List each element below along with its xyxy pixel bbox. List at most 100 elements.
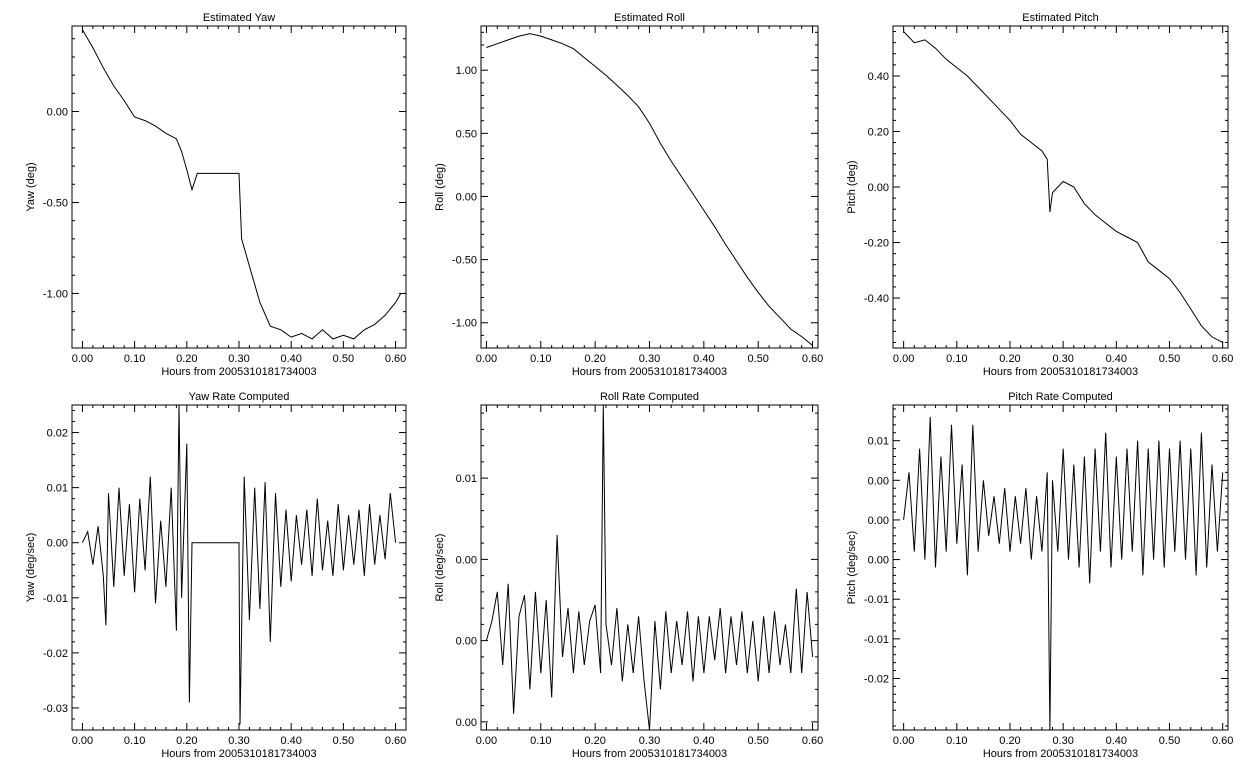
chart-panel-5: Roll Rate Computed Hours from 20053101817… (434, 391, 823, 760)
series-line (903, 31, 1223, 343)
y-tick-label: 0.00 (47, 538, 68, 550)
y-tick-label: -0.03 (43, 703, 68, 715)
x-tick-label: 0.30 (1052, 735, 1073, 747)
x-axis-label: Hours from 2005310181734003 (161, 366, 316, 378)
y-tick-label: 0.01 (456, 473, 477, 485)
series-line (81, 404, 397, 725)
x-tick-label: 0.20 (584, 735, 605, 747)
y-tick-label: -0.50 (452, 255, 477, 267)
x-tick-label: 0.30 (639, 735, 660, 747)
plot-frame (892, 25, 1229, 349)
y-tick-label: -0.01 (864, 634, 889, 646)
y-tick-label: -0.20 (864, 238, 889, 250)
chart-panel-6: Pitch Rate Computed Hours from 2005310181… (846, 391, 1233, 760)
y-axis-label: Pitch (deg/sec) (846, 531, 858, 604)
x-tick-label: 0.00 (72, 735, 93, 747)
chart-panel-1: Estimated Yaw Hours from 2005310181734003… (25, 12, 407, 378)
chart-title: Pitch Rate Computed (1008, 391, 1113, 403)
x-tick-label: 0.40 (1106, 353, 1127, 365)
y-tick-label: 0.40 (868, 71, 889, 83)
plot-frame (71, 25, 407, 349)
x-tick-label: 0.50 (1159, 735, 1180, 747)
y-tick-label: -0.50 (43, 197, 68, 209)
x-tick-label: 0.10 (124, 735, 145, 747)
x-tick-label: 0.10 (946, 735, 967, 747)
x-tick-label: 0.20 (999, 735, 1020, 747)
y-axis-label: Yaw (deg) (25, 162, 37, 211)
x-tick-label: 0.60 (1212, 353, 1233, 365)
y-tick-label: -0.02 (864, 673, 889, 685)
y-tick-label: 0.01 (47, 483, 68, 495)
x-tick-label: 0.20 (176, 353, 197, 365)
x-tick-label: 0.60 (1212, 735, 1233, 747)
y-tick-label: 0.00 (868, 515, 889, 527)
x-axis-label: Hours from 2005310181734003 (983, 748, 1138, 760)
y-tick-label: 0.01 (868, 436, 889, 448)
x-tick-label: 0.00 (893, 353, 914, 365)
y-tick-label: 0.00 (868, 182, 889, 194)
y-axis-label: Roll (deg/sec) (434, 534, 446, 602)
chart-title: Estimated Pitch (1022, 12, 1098, 24)
x-tick-label: 0.10 (530, 735, 551, 747)
x-tick-label: 0.40 (693, 353, 714, 365)
x-tick-label: 0.50 (747, 735, 768, 747)
plot-frame (480, 404, 819, 731)
x-tick-label: 0.60 (802, 735, 823, 747)
y-tick-label: 0.00 (456, 191, 477, 203)
x-tick-label: 0.20 (176, 735, 197, 747)
x-tick-label: 0.00 (476, 735, 497, 747)
y-tick-label: -0.01 (864, 594, 889, 606)
y-tick-label: -1.00 (43, 288, 68, 300)
y-tick-label: -1.00 (452, 318, 477, 330)
x-tick-label: 0.50 (333, 735, 354, 747)
y-tick-label: 0.00 (868, 555, 889, 567)
series-line (486, 33, 813, 346)
x-tick-label: 0.30 (228, 353, 249, 365)
chart-title: Yaw Rate Computed (189, 391, 290, 403)
x-axis-label: Hours from 2005310181734003 (161, 748, 316, 760)
y-tick-label: 0.02 (47, 428, 68, 440)
x-tick-label: 0.10 (530, 353, 551, 365)
x-tick-label: 0.20 (999, 353, 1020, 365)
y-axis-label: Pitch (deg) (846, 160, 858, 213)
x-tick-label: 0.40 (280, 735, 301, 747)
chart-title: Roll Rate Computed (600, 391, 699, 403)
x-tick-label: 0.30 (1052, 353, 1073, 365)
chart-panel-2: Estimated Roll Hours from 200531018173400… (434, 12, 823, 378)
series-line (485, 404, 814, 731)
y-tick-label: 0.00 (456, 554, 477, 566)
x-tick-label: 0.30 (639, 353, 660, 365)
y-axis-label: Roll (deg) (434, 163, 446, 211)
y-tick-label: 0.00 (456, 636, 477, 648)
y-tick-label: 0.00 (456, 717, 477, 729)
x-tick-label: 0.50 (1159, 353, 1180, 365)
x-tick-label: 0.50 (747, 353, 768, 365)
y-tick-label: -0.02 (43, 648, 68, 660)
x-tick-label: 0.30 (228, 735, 249, 747)
y-tick-label: 0.20 (868, 126, 889, 138)
x-tick-label: 0.00 (476, 353, 497, 365)
chart-title: Estimated Yaw (203, 12, 275, 24)
plot-frame (480, 25, 819, 349)
chart-title: Estimated Roll (614, 12, 685, 24)
y-tick-label: 0.50 (456, 128, 477, 140)
x-tick-label: 0.40 (693, 735, 714, 747)
x-tick-label: 0.10 (946, 353, 967, 365)
x-axis-label: Hours from 2005310181734003 (572, 366, 727, 378)
x-tick-label: 0.00 (72, 353, 93, 365)
chart-panel-4: Yaw Rate Computed Hours from 200531018173… (25, 391, 407, 760)
chart-panel-3: Estimated Pitch Hours from 20053101817340… (846, 12, 1233, 378)
y-tick-label: 0.00 (47, 107, 68, 119)
x-tick-label: 0.60 (385, 735, 406, 747)
x-axis-label: Hours from 2005310181734003 (983, 366, 1138, 378)
plot-frame (892, 404, 1229, 731)
x-tick-label: 0.40 (280, 353, 301, 365)
x-tick-label: 0.60 (802, 353, 823, 365)
x-tick-label: 0.00 (893, 735, 914, 747)
x-axis-label: Hours from 2005310181734003 (572, 748, 727, 760)
y-tick-label: -0.01 (43, 593, 68, 605)
x-tick-label: 0.50 (333, 353, 354, 365)
x-tick-label: 0.60 (385, 353, 406, 365)
